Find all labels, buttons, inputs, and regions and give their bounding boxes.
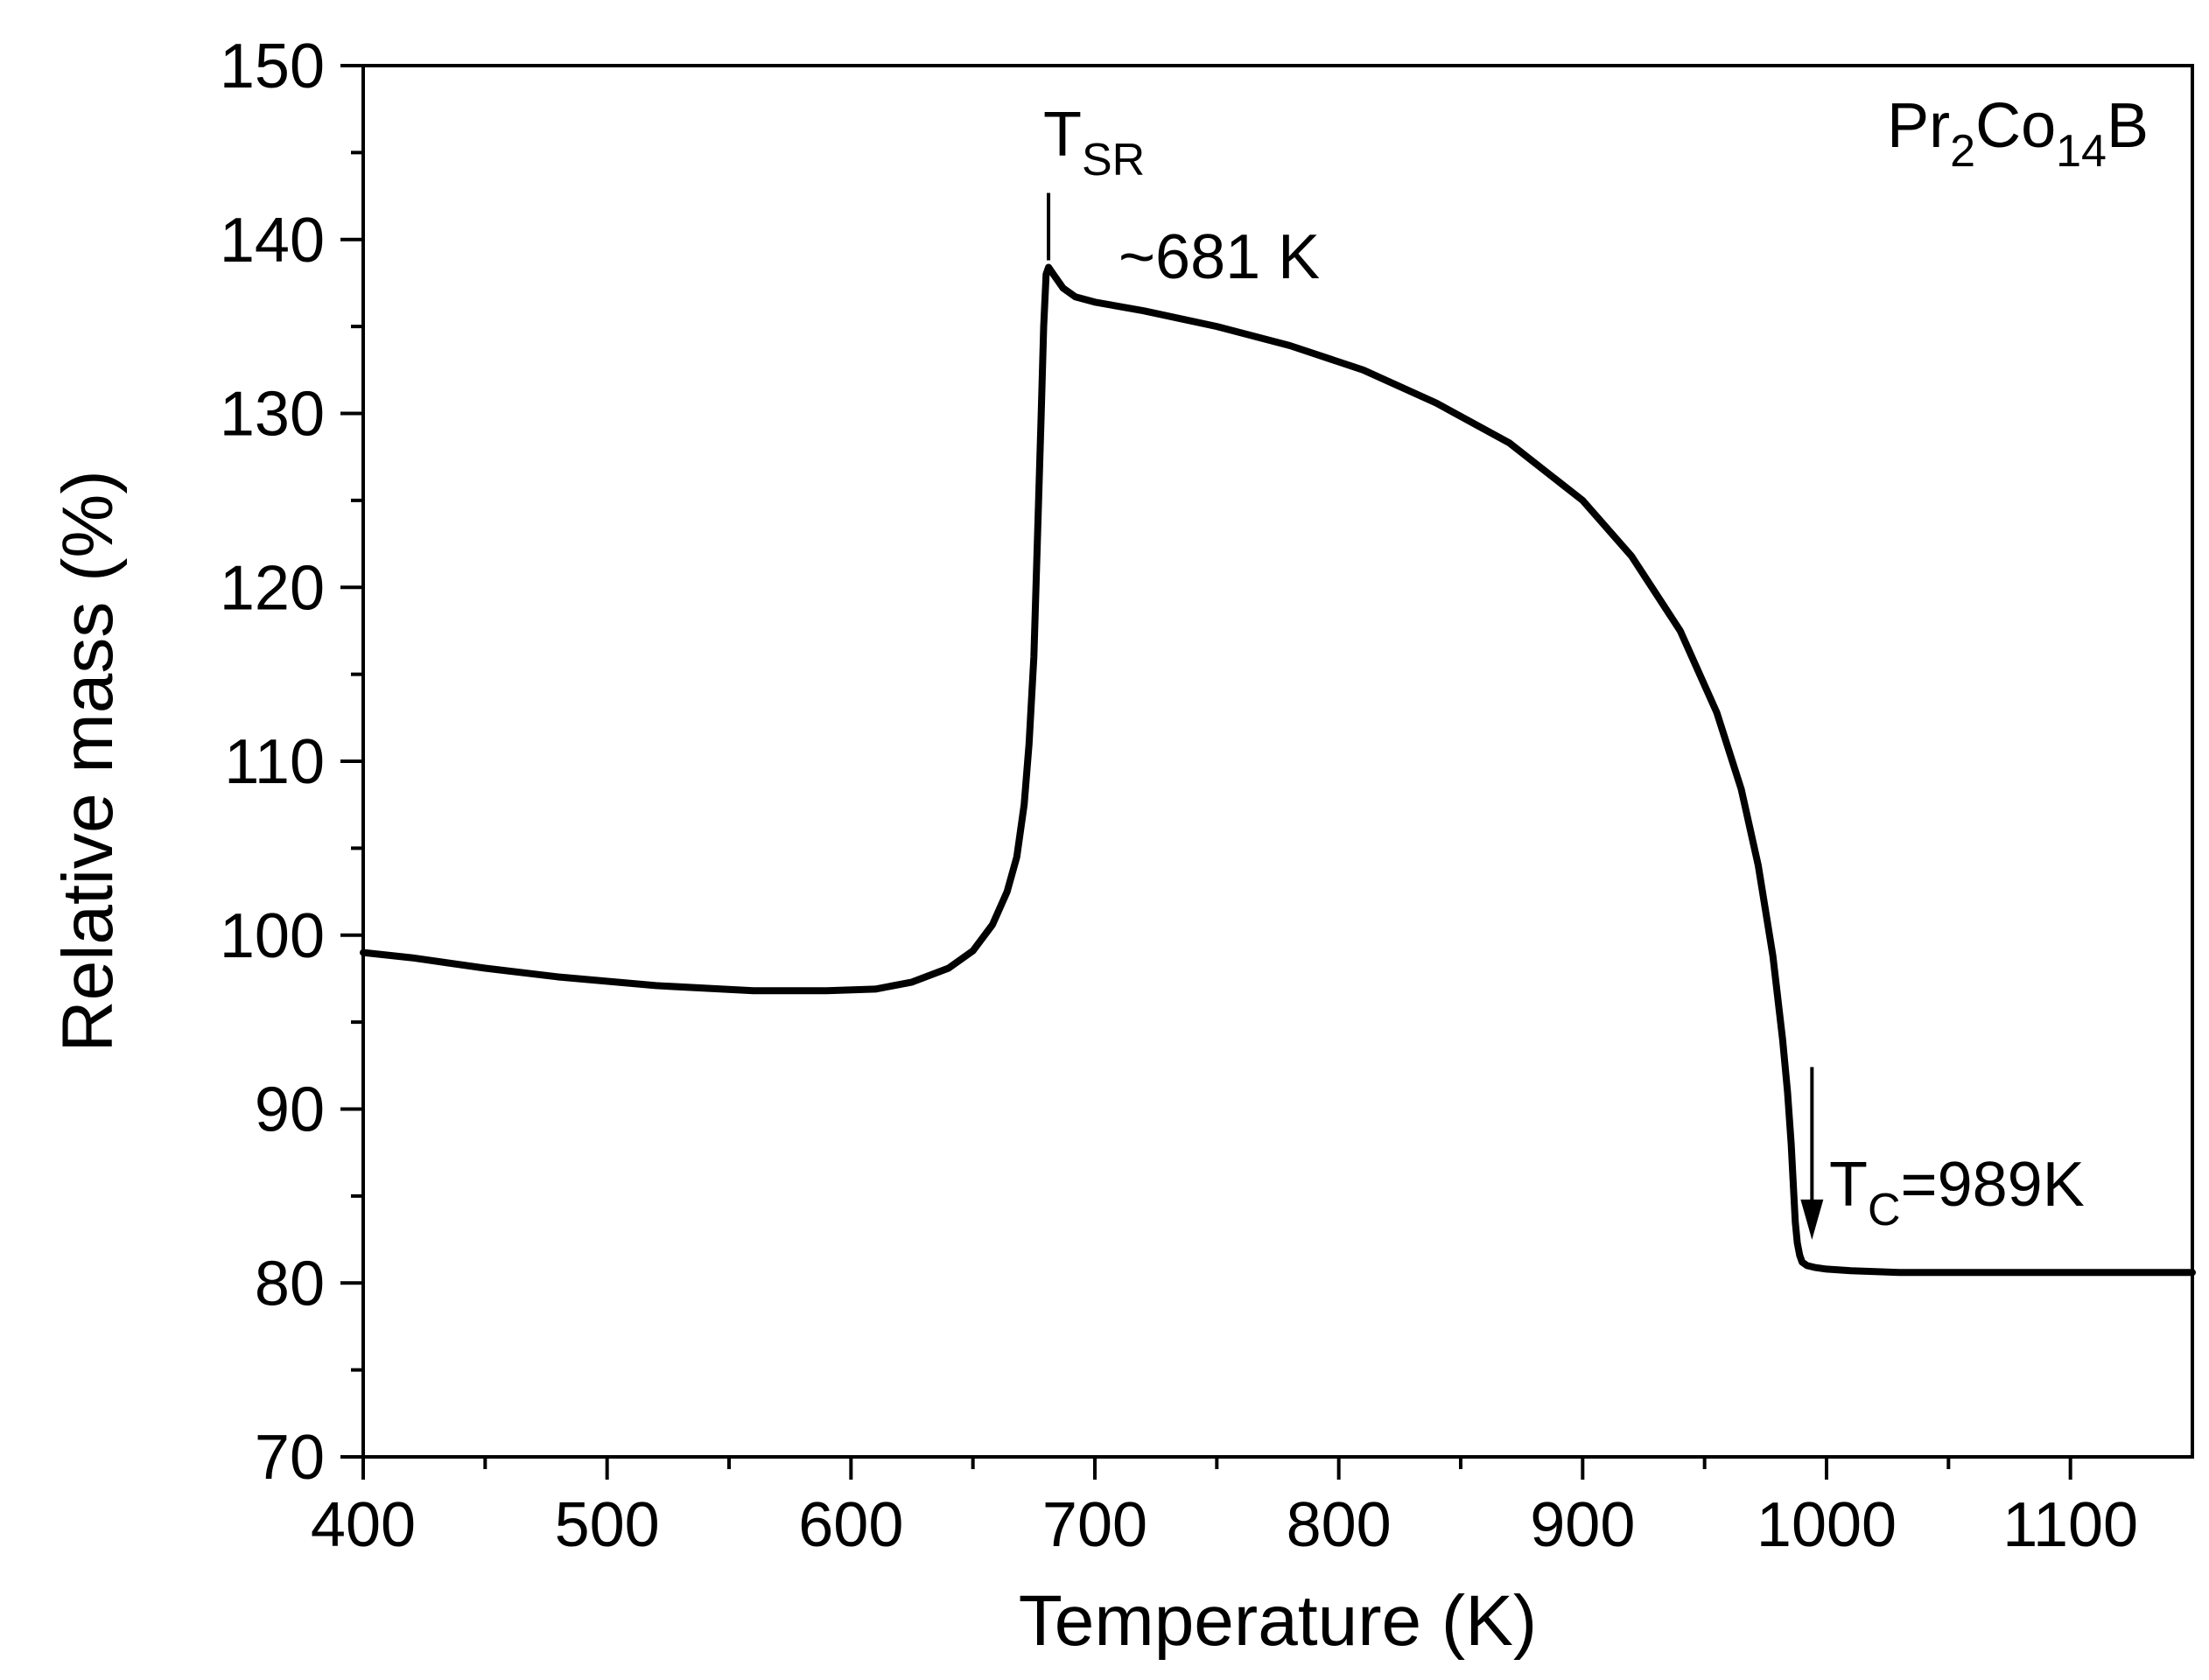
x-tick-label: 500: [555, 1490, 660, 1560]
x-tick-label: 1000: [1757, 1490, 1897, 1560]
tsr-label: TSR: [1043, 100, 1145, 186]
y-tick-label: 130: [220, 380, 325, 450]
tick-labels: 400 500 600 700 800 900 1000 1100 70 80 90 100 110 12…: [220, 32, 2138, 1560]
x-axis-label: Temperature (K): [1019, 1581, 1537, 1661]
x-tick-label: 700: [1042, 1490, 1147, 1560]
x-tick-label: 600: [798, 1490, 903, 1560]
minor-ticks: [351, 150, 1951, 1469]
major-ticks: [340, 64, 2072, 1480]
y-tick-label: 140: [220, 206, 325, 276]
plot-frame: [361, 64, 2194, 1459]
x-tick-label: 400: [311, 1490, 416, 1560]
compound-label: Pr2Co14B: [1887, 91, 2149, 177]
tc-label: TC=989K: [1829, 1150, 2085, 1236]
y-tick-label: 90: [255, 1075, 325, 1145]
data-line: [360, 263, 2196, 1277]
y-tick-label: 120: [220, 553, 325, 623]
tc-arrow-head: [1800, 1199, 1824, 1240]
y-tick-label: 70: [255, 1423, 325, 1493]
y-axis-label: Relative mass (%): [48, 470, 128, 1052]
y-tick-label: 110: [224, 727, 325, 797]
tsr-value: ~681 K: [1119, 222, 1320, 292]
y-tick-label: 80: [255, 1249, 325, 1319]
x-tick-label: 800: [1287, 1490, 1392, 1560]
x-tick-label: 1100: [2002, 1490, 2138, 1560]
y-tick-label: 100: [220, 901, 325, 971]
y-tick-label: 150: [220, 32, 325, 102]
x-tick-label: 900: [1530, 1490, 1635, 1560]
